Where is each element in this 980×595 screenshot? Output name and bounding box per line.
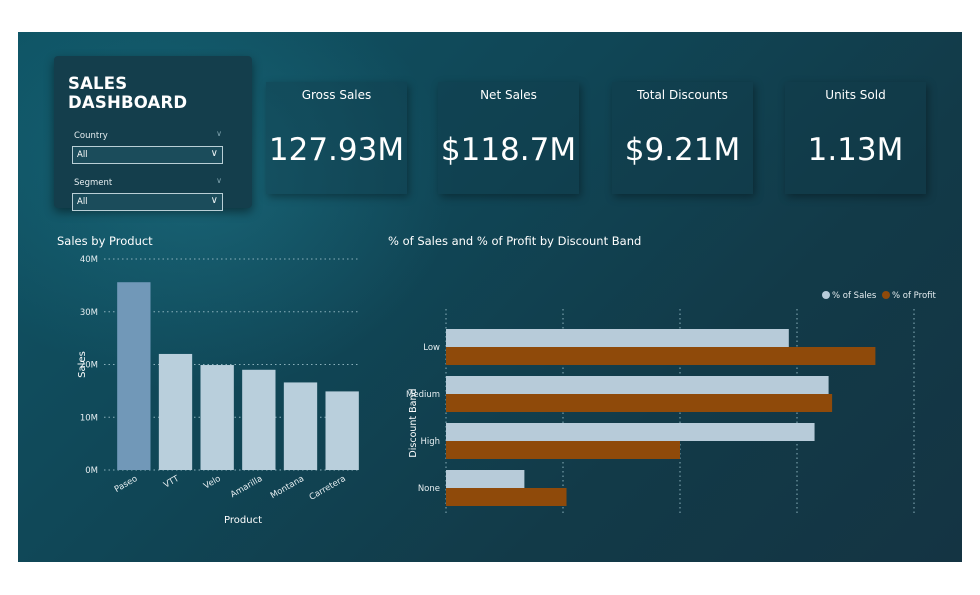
chevron-down-icon: ∨: [210, 195, 218, 206]
country-dropdown[interactable]: All ∨: [72, 146, 223, 164]
kpi-title: Total Discounts: [637, 88, 728, 102]
kpi-value: 1.13M: [807, 132, 904, 168]
profit-bar-low: [446, 347, 876, 365]
sales-bar-medium: [446, 376, 829, 394]
y-tick-label: High: [420, 437, 440, 447]
sales-by-product-title: Sales by Product: [57, 234, 153, 248]
y-tick-label: 10M: [80, 413, 98, 423]
bar-amarilla: [242, 369, 276, 470]
filter-panel: SALES DASHBOARD Country ∨ All ∨ Segment …: [54, 56, 252, 211]
profit-bar-medium: [446, 394, 833, 412]
y-tick-label: 30M: [80, 308, 98, 318]
sales-bar-low: [446, 329, 789, 347]
y-tick-label: 20M: [80, 361, 98, 371]
x-tick-label: Velo: [202, 474, 223, 492]
dashboard-canvas: SALES DASHBOARD Country ∨ All ∨ Segment …: [18, 32, 962, 562]
bar-montana: [283, 382, 318, 470]
sales-by-product-chart[interactable]: 0M 10M 20M 30M 40M Paseo VTT Velo Amarilla Montan…: [48, 247, 368, 532]
country-selected-value: All: [77, 150, 88, 160]
bar-velo: [200, 365, 234, 470]
y-tick-label: 0M: [85, 466, 98, 476]
x-tick-label: Montana: [269, 474, 306, 501]
kpi-value: $118.7M: [440, 132, 577, 168]
segment-slicer-label: Segment: [74, 178, 113, 188]
profit-bar-none: [446, 488, 567, 506]
country-collapse-icon[interactable]: ∨: [216, 129, 222, 138]
discount-band-chart-title: % of Sales and % of Profit by Discount B…: [388, 234, 642, 248]
y-axis-title: Discount Band: [408, 388, 419, 457]
legend-label: % of Profit: [892, 291, 937, 301]
x-axis-title: Product: [224, 515, 262, 526]
kpi-card-gross-sales[interactable]: Gross Sales 127.93M: [266, 82, 407, 194]
kpi-title: Gross Sales: [301, 88, 372, 102]
kpi-title: Units Sold: [825, 88, 886, 102]
kpi-card-net-sales[interactable]: Net Sales $118.7M: [438, 82, 579, 194]
segment-selected-value: All: [77, 197, 88, 207]
y-tick-label: None: [418, 484, 440, 494]
kpi-card-total-discounts[interactable]: Total Discounts $9.21M: [612, 82, 753, 194]
y-tick-label: Low: [423, 343, 440, 353]
x-tick-label: Paseo: [113, 474, 139, 495]
x-tick-label: Amarilla: [229, 474, 264, 500]
country-slicer-label: Country: [74, 131, 108, 141]
dashboard-title: SALES DASHBOARD: [68, 74, 188, 112]
y-axis-title: Sales: [77, 351, 88, 378]
y-tick-label: 40M: [80, 255, 98, 265]
bar-paseo: [117, 282, 151, 470]
sales-bar-high: [446, 423, 815, 441]
kpi-title: Net Sales: [480, 88, 537, 102]
bar-carretera: [325, 391, 359, 470]
x-tick-label: VTT: [162, 474, 182, 491]
legend-label: % of Sales: [832, 291, 877, 301]
segment-dropdown[interactable]: All ∨: [72, 193, 223, 211]
profit-bar-high: [446, 441, 680, 459]
x-tick-label: Carretera: [308, 474, 348, 503]
chevron-down-icon: ∨: [210, 148, 218, 159]
y-tick-label: Medium: [406, 390, 440, 400]
sales-bar-none: [446, 470, 525, 488]
legend-marker: [882, 291, 890, 299]
kpi-value: $9.21M: [624, 132, 741, 168]
kpi-card-units-sold[interactable]: Units Sold 1.13M: [785, 82, 926, 194]
legend-marker: [822, 291, 830, 299]
kpi-value: 127.93M: [268, 132, 405, 168]
bar-vtt: [158, 353, 193, 470]
segment-collapse-icon[interactable]: ∨: [216, 176, 222, 185]
